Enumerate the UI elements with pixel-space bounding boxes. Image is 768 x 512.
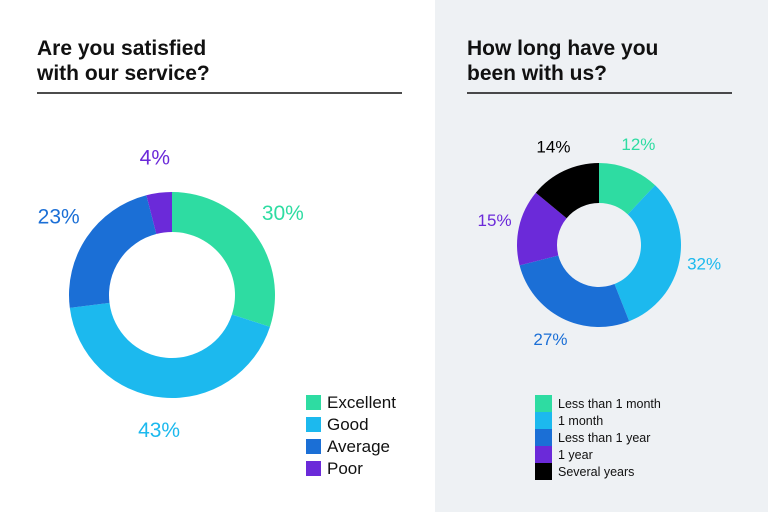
donut-segment [146, 192, 172, 234]
legend-swatch [306, 395, 321, 410]
chart-title: Are you satisfied with our service? [37, 37, 210, 85]
legend-label: Less than 1 month [558, 397, 661, 411]
donut-segment [69, 302, 270, 398]
legend-label: Excellent [327, 393, 396, 412]
data-label: 15% [478, 211, 512, 230]
legend-swatch [535, 429, 552, 446]
data-label: 30% [262, 202, 304, 225]
legend-label: Poor [327, 459, 363, 478]
donut-segment [172, 192, 276, 327]
legend-label: 1 year [558, 448, 593, 462]
donut-segment [517, 192, 567, 266]
right-panel [435, 0, 768, 512]
legend-label: 1 month [558, 414, 603, 428]
legend-label: Less than 1 year [558, 431, 650, 445]
legend-label: Several years [558, 465, 634, 479]
data-label: 43% [138, 419, 180, 442]
legend-swatch [535, 412, 552, 429]
legend-swatch [535, 395, 552, 412]
donut-segment [535, 163, 599, 219]
legend-swatch [535, 446, 552, 463]
legend-swatch [306, 461, 321, 476]
data-label: 27% [533, 330, 567, 349]
donut-segment [68, 195, 157, 308]
data-label: 23% [38, 206, 80, 229]
legend-label: Good [327, 415, 369, 434]
donut-segment [519, 255, 630, 327]
data-label: 32% [687, 255, 721, 274]
data-label: 14% [536, 138, 570, 157]
chart-title: How long have you been with us? [467, 37, 659, 85]
donut-segment [614, 185, 682, 322]
legend-swatch [535, 463, 552, 480]
data-label: 4% [140, 147, 170, 170]
legend-label: Average [327, 437, 390, 456]
legend-swatch [306, 439, 321, 454]
data-label: 12% [621, 135, 655, 154]
legend-swatch [306, 417, 321, 432]
donut-segment [599, 163, 656, 215]
